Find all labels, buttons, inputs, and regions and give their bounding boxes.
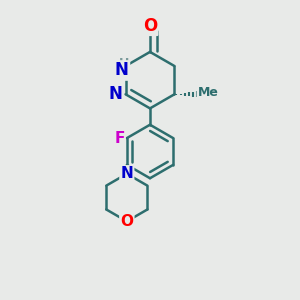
Text: F: F: [114, 130, 124, 146]
Text: N: N: [121, 166, 133, 181]
Text: Me: Me: [198, 86, 218, 99]
Text: O: O: [143, 17, 157, 35]
Text: N: N: [115, 61, 129, 80]
Text: N: N: [108, 85, 122, 103]
Text: O: O: [120, 214, 133, 229]
Text: H: H: [119, 57, 129, 70]
